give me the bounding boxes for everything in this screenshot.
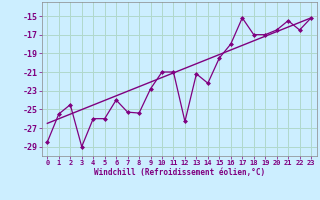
X-axis label: Windchill (Refroidissement éolien,°C): Windchill (Refroidissement éolien,°C) xyxy=(94,168,265,177)
